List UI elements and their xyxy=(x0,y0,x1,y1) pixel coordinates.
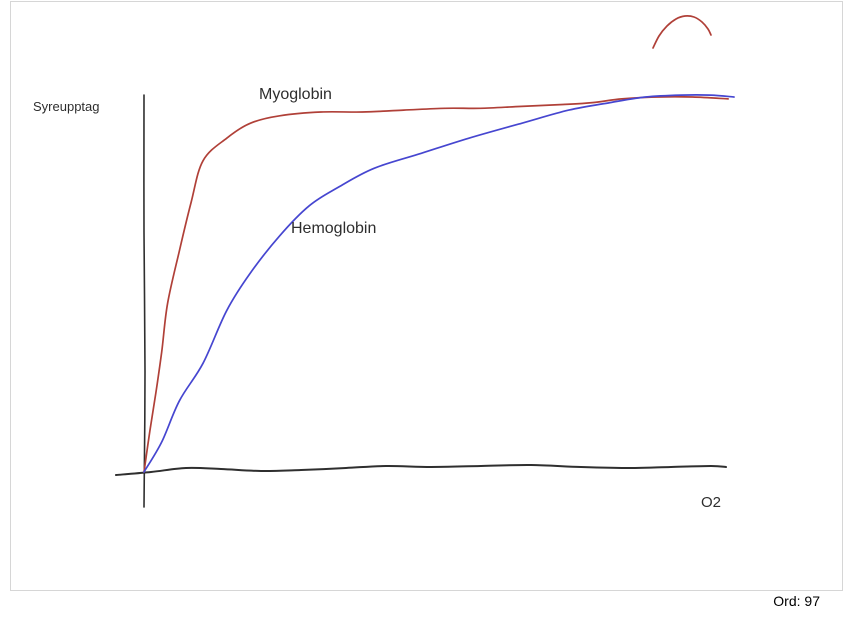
hemoglobin-series-label: Hemoglobin xyxy=(291,220,377,237)
y-axis-line xyxy=(143,94,146,508)
myoglobin-series-label: Myoglobin xyxy=(259,86,332,103)
myoglobin-curve xyxy=(143,95,729,473)
drawing-canvas[interactable]: Syreupptag Myoglobin Hemoglobin O2 xyxy=(10,1,843,591)
chart-plot-area xyxy=(115,15,735,508)
y-axis-label: Syreupptag xyxy=(33,99,100,114)
word-count-badge[interactable]: Ord: 97 xyxy=(773,593,820,609)
hemoglobin-curve xyxy=(143,94,735,473)
freehand-doodle-stroke xyxy=(652,15,712,49)
x-axis-line xyxy=(115,463,727,476)
x-axis-label: O2 xyxy=(701,494,722,511)
